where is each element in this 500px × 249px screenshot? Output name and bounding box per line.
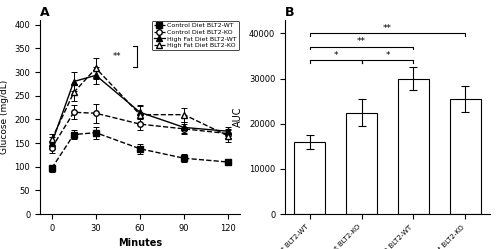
Bar [398,79,429,214]
Bar [294,142,326,214]
Text: *: * [334,51,338,60]
Text: **: ** [357,37,366,46]
Text: **: ** [112,52,121,61]
Text: *: * [385,51,390,60]
X-axis label: Minutes: Minutes [118,239,162,249]
Text: **: ** [383,24,392,33]
Bar [450,99,480,214]
Y-axis label: AUC: AUC [234,107,243,127]
Bar [346,113,377,214]
Text: B: B [285,6,294,19]
Legend: Control Diet BLT2-WT, Control Diet BLT2-KO, High Fat Diet BLT2-WT, High Fat Diet: Control Diet BLT2-WT, Control Diet BLT2-… [152,21,239,50]
Text: A: A [40,6,50,19]
Y-axis label: Glucose (mg/dL): Glucose (mg/dL) [0,80,9,154]
